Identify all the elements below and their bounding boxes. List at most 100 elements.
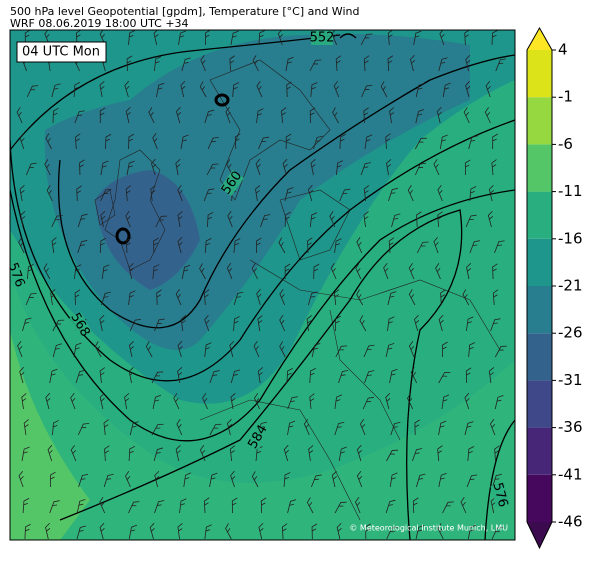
wind-barb [229,445,236,462]
wind-barb [226,159,233,176]
colorbar-tick-label: -26 [558,324,583,342]
wind-barb [310,82,318,98]
wind-barb [125,210,131,228]
subtitle: WRF 08.06.2019 18:00 UTC +34 [10,17,189,30]
wind-barb [76,525,87,540]
wind-barb [278,237,286,254]
wind-barb [175,444,181,462]
wind-barb [229,340,235,358]
wind-barb [385,133,391,150]
wind-barb [363,344,375,358]
wind-barb [257,367,263,384]
colorbar-tick-label: 4 [558,41,568,59]
contour-label-bg [311,31,333,45]
wind-barb [206,163,219,176]
wind-barb [416,241,429,254]
wind-barb [128,367,134,384]
wind-barb [129,421,139,436]
wind-barb [99,81,105,98]
wind-barb [412,497,419,514]
wind-barb [153,30,159,46]
wind-barb [151,158,157,176]
wind-barb [383,262,389,280]
wind-barb [416,211,422,228]
wind-barb [465,214,477,228]
wind-barb [125,471,131,488]
wind-barb [330,263,337,280]
wind-barb [387,291,397,306]
wind-barb [173,393,180,410]
wind-barb [388,187,398,202]
wind-barb [492,133,498,150]
wind-barb [128,262,134,280]
wind-barb [51,83,61,98]
wind-barb [355,496,361,514]
wind-barb [70,444,77,462]
wind-barb [256,237,262,254]
wind-barb [73,264,82,280]
wind-barb [310,159,316,176]
wind-barb [251,471,259,488]
wind-barb [309,212,318,228]
wind-barb [233,238,241,254]
wind-barb [103,473,114,488]
wind-barb [335,160,344,176]
map-frame [9,29,516,541]
wind-barb [45,133,52,150]
wind-barb [387,30,394,46]
wind-barb [52,107,59,124]
wind-barb [356,444,363,462]
wind-barb [44,30,50,46]
wind-barb [413,30,422,46]
wind-barb [207,137,219,150]
wind-barb [359,315,367,332]
wind-barb [26,85,39,98]
wind-barb [309,393,315,410]
wind-barb [128,290,136,306]
wind-barb [204,342,212,358]
wind-barb [128,340,135,358]
wind-barb [408,289,416,306]
colorbar-tick-label: -16 [558,229,583,247]
wind-barb [233,316,240,332]
wind-barb [22,498,30,514]
wind-barb [180,315,187,332]
wind-barb [386,159,392,176]
wind-barb [154,470,160,488]
wind-barb [440,289,446,306]
contour-low [339,33,357,39]
wind-barb [16,107,23,124]
wind-barb [464,159,471,176]
wind-barb [50,471,56,488]
wind-barb [227,210,233,228]
wind-barb [391,213,401,228]
contour-line [484,419,515,540]
wind-barb [464,30,470,46]
wind-barb [334,394,343,410]
wind-barb [44,159,51,176]
contour-label-bg [10,262,27,288]
wind-barb [105,133,112,150]
wind-barb [234,133,241,150]
wind-barb [181,264,191,280]
wind-barb [152,264,160,280]
wind-barb [494,240,505,254]
wind-barb [230,470,236,488]
colorbar-tick-label: -36 [558,418,583,436]
wind-barb [385,499,396,514]
temp-area [10,330,90,540]
wind-barb [99,367,105,384]
wind-barb [204,314,210,332]
wind-barb [21,446,30,462]
wind-barb [494,445,500,462]
contour-label-bg [490,482,510,508]
temp-area [95,170,200,290]
wind-barb [49,368,58,384]
contour-label: 576 [490,481,511,509]
wind-barb [256,81,263,98]
wind-barb [73,81,81,98]
wind-barb [125,185,132,202]
wind-barb [51,215,63,228]
wind-barb [463,107,470,124]
wind-barb [27,264,34,280]
